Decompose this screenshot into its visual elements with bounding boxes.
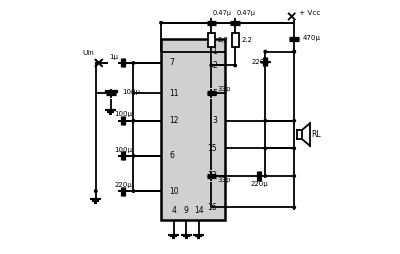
Text: 220μ: 220μ	[252, 59, 269, 65]
Circle shape	[264, 50, 266, 53]
Text: 4: 4	[171, 206, 176, 215]
Circle shape	[293, 206, 296, 209]
Text: 3: 3	[212, 116, 217, 125]
Circle shape	[264, 147, 266, 150]
Circle shape	[264, 175, 266, 177]
Text: 7: 7	[169, 58, 174, 68]
Circle shape	[94, 190, 97, 192]
Bar	[232, 33, 239, 47]
Bar	[161, 39, 225, 220]
Text: 0.47μ: 0.47μ	[236, 10, 256, 16]
Text: + Vcc: + Vcc	[299, 10, 321, 16]
Text: 5: 5	[212, 89, 217, 98]
Text: 33p: 33p	[218, 177, 231, 183]
Circle shape	[210, 64, 212, 67]
Text: 14: 14	[194, 206, 204, 215]
Circle shape	[234, 22, 236, 24]
Text: 10: 10	[169, 186, 179, 196]
Text: 100μ: 100μ	[122, 89, 140, 95]
Text: 2.2: 2.2	[242, 37, 252, 43]
Text: 220μ: 220μ	[250, 181, 268, 186]
Text: 470μ: 470μ	[303, 35, 321, 41]
Circle shape	[293, 50, 296, 53]
Text: 9: 9	[184, 206, 189, 215]
Text: 16: 16	[207, 203, 217, 212]
Circle shape	[293, 50, 296, 53]
Circle shape	[210, 175, 212, 177]
Circle shape	[160, 22, 162, 24]
Text: 100μ: 100μ	[114, 147, 132, 153]
Text: 13: 13	[207, 171, 217, 181]
Text: Uin: Uin	[82, 50, 94, 56]
Text: 1μ: 1μ	[109, 54, 118, 60]
Text: 0.47μ: 0.47μ	[212, 10, 232, 16]
Circle shape	[210, 92, 212, 94]
Text: 220μ: 220μ	[114, 182, 132, 188]
Text: 2,2: 2,2	[218, 37, 228, 43]
Circle shape	[132, 92, 135, 94]
Circle shape	[264, 119, 266, 122]
Text: 2: 2	[212, 61, 217, 70]
Circle shape	[234, 64, 236, 67]
Text: 1: 1	[212, 47, 217, 56]
Circle shape	[210, 22, 212, 24]
Circle shape	[132, 119, 135, 122]
Text: 11: 11	[169, 89, 179, 98]
Text: RL: RL	[311, 130, 321, 139]
Text: 15: 15	[207, 144, 217, 153]
Text: 33p: 33p	[218, 86, 231, 92]
Circle shape	[293, 175, 296, 177]
Text: 12: 12	[169, 116, 179, 125]
Text: 100μ: 100μ	[114, 112, 132, 117]
Circle shape	[132, 190, 135, 192]
Circle shape	[293, 119, 296, 122]
Bar	[208, 33, 215, 47]
Circle shape	[132, 62, 135, 64]
Text: 6: 6	[169, 151, 174, 160]
Circle shape	[293, 147, 296, 150]
Circle shape	[132, 155, 135, 157]
